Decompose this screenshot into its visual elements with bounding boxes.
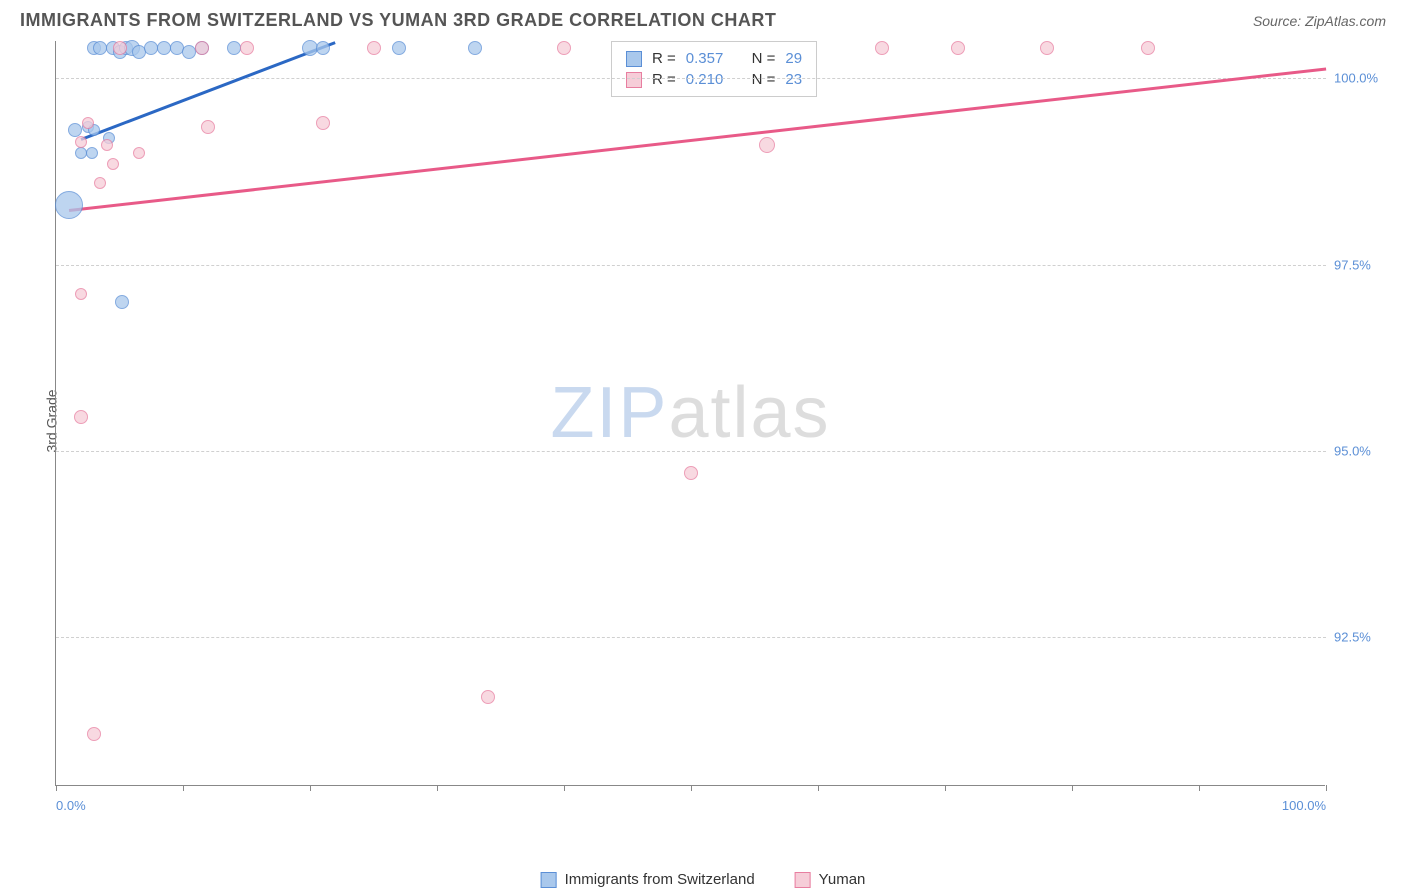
- stats-n-value-1: 23: [785, 71, 802, 88]
- data-point-yuman: [367, 41, 381, 55]
- legend-swatch-switzerland: [541, 872, 557, 888]
- data-point-yuman: [87, 727, 101, 741]
- data-point-yuman: [101, 139, 113, 151]
- swatch-yuman: [626, 72, 642, 88]
- stats-n-label-1: N =: [752, 71, 776, 88]
- data-point-yuman: [75, 136, 87, 148]
- data-point-yuman: [201, 120, 215, 134]
- data-point-yuman: [82, 117, 94, 129]
- data-point-switzerland: [316, 41, 330, 55]
- legend-swatch-yuman: [795, 872, 811, 888]
- data-point-yuman: [1141, 41, 1155, 55]
- data-point-switzerland: [468, 41, 482, 55]
- legend-label-switzerland: Immigrants from Switzerland: [565, 871, 755, 888]
- y-tick-label: 97.5%: [1334, 257, 1371, 272]
- data-point-yuman: [107, 158, 119, 170]
- y-gridline: [56, 637, 1326, 638]
- data-point-yuman: [316, 116, 330, 130]
- stats-r-label-1: R =: [652, 71, 676, 88]
- data-point-yuman: [875, 41, 889, 55]
- chart-container: 3rd Grade ZIPatlas R = 0.357 N = 29 R = …: [55, 41, 1390, 801]
- x-tick: [818, 785, 819, 791]
- data-point-yuman: [75, 288, 87, 300]
- y-tick-label: 92.5%: [1334, 630, 1371, 645]
- watermark: ZIPatlas: [550, 372, 830, 454]
- data-point-switzerland: [86, 147, 98, 159]
- x-tick: [310, 785, 311, 791]
- stats-n-label-0: N =: [752, 50, 776, 67]
- y-gridline: [56, 451, 1326, 452]
- data-point-yuman: [240, 41, 254, 55]
- y-gridline: [56, 265, 1326, 266]
- stats-row-yuman: R = 0.210 N = 23: [626, 69, 802, 90]
- x-tick-label: 100.0%: [1282, 798, 1326, 813]
- y-tick-label: 100.0%: [1334, 71, 1378, 86]
- data-point-yuman: [94, 177, 106, 189]
- stats-row-switzerland: R = 0.357 N = 29: [626, 48, 802, 69]
- chart-title: IMMIGRANTS FROM SWITZERLAND VS YUMAN 3RD…: [20, 10, 776, 31]
- x-tick: [1072, 785, 1073, 791]
- stats-r-value-0: 0.357: [686, 50, 724, 67]
- plot-area: ZIPatlas R = 0.357 N = 29 R = 0.210 N = …: [55, 41, 1325, 786]
- x-tick: [564, 785, 565, 791]
- data-point-yuman: [195, 41, 209, 55]
- legend-item-switzerland: Immigrants from Switzerland: [541, 871, 755, 888]
- data-point-yuman: [684, 466, 698, 480]
- data-point-switzerland: [115, 295, 129, 309]
- x-tick: [1326, 785, 1327, 791]
- stats-r-label-0: R =: [652, 50, 676, 67]
- stats-n-value-0: 29: [785, 50, 802, 67]
- x-tick: [56, 785, 57, 791]
- legend-label-yuman: Yuman: [819, 871, 866, 888]
- legend-item-yuman: Yuman: [795, 871, 866, 888]
- data-point-yuman: [759, 137, 775, 153]
- data-point-yuman: [481, 690, 495, 704]
- y-tick-label: 95.0%: [1334, 443, 1371, 458]
- x-tick: [691, 785, 692, 791]
- data-point-yuman: [74, 410, 88, 424]
- data-point-yuman: [557, 41, 571, 55]
- data-point-yuman: [1040, 41, 1054, 55]
- data-point-yuman: [133, 147, 145, 159]
- stats-r-value-1: 0.210: [686, 71, 724, 88]
- chart-header: IMMIGRANTS FROM SWITZERLAND VS YUMAN 3RD…: [0, 0, 1406, 36]
- watermark-zip: ZIP: [550, 373, 668, 453]
- y-gridline: [56, 78, 1326, 79]
- data-point-switzerland: [55, 191, 83, 219]
- x-tick: [437, 785, 438, 791]
- data-point-yuman: [113, 41, 127, 55]
- swatch-switzerland: [626, 51, 642, 67]
- watermark-atlas: atlas: [668, 373, 830, 453]
- data-point-switzerland: [392, 41, 406, 55]
- bottom-legend: Immigrants from Switzerland Yuman: [541, 871, 866, 888]
- data-point-yuman: [951, 41, 965, 55]
- x-tick: [945, 785, 946, 791]
- x-tick: [1199, 785, 1200, 791]
- x-tick-label: 0.0%: [56, 798, 86, 813]
- chart-source: Source: ZipAtlas.com: [1253, 13, 1386, 29]
- stats-legend-box: R = 0.357 N = 29 R = 0.210 N = 23: [611, 41, 817, 97]
- x-tick: [183, 785, 184, 791]
